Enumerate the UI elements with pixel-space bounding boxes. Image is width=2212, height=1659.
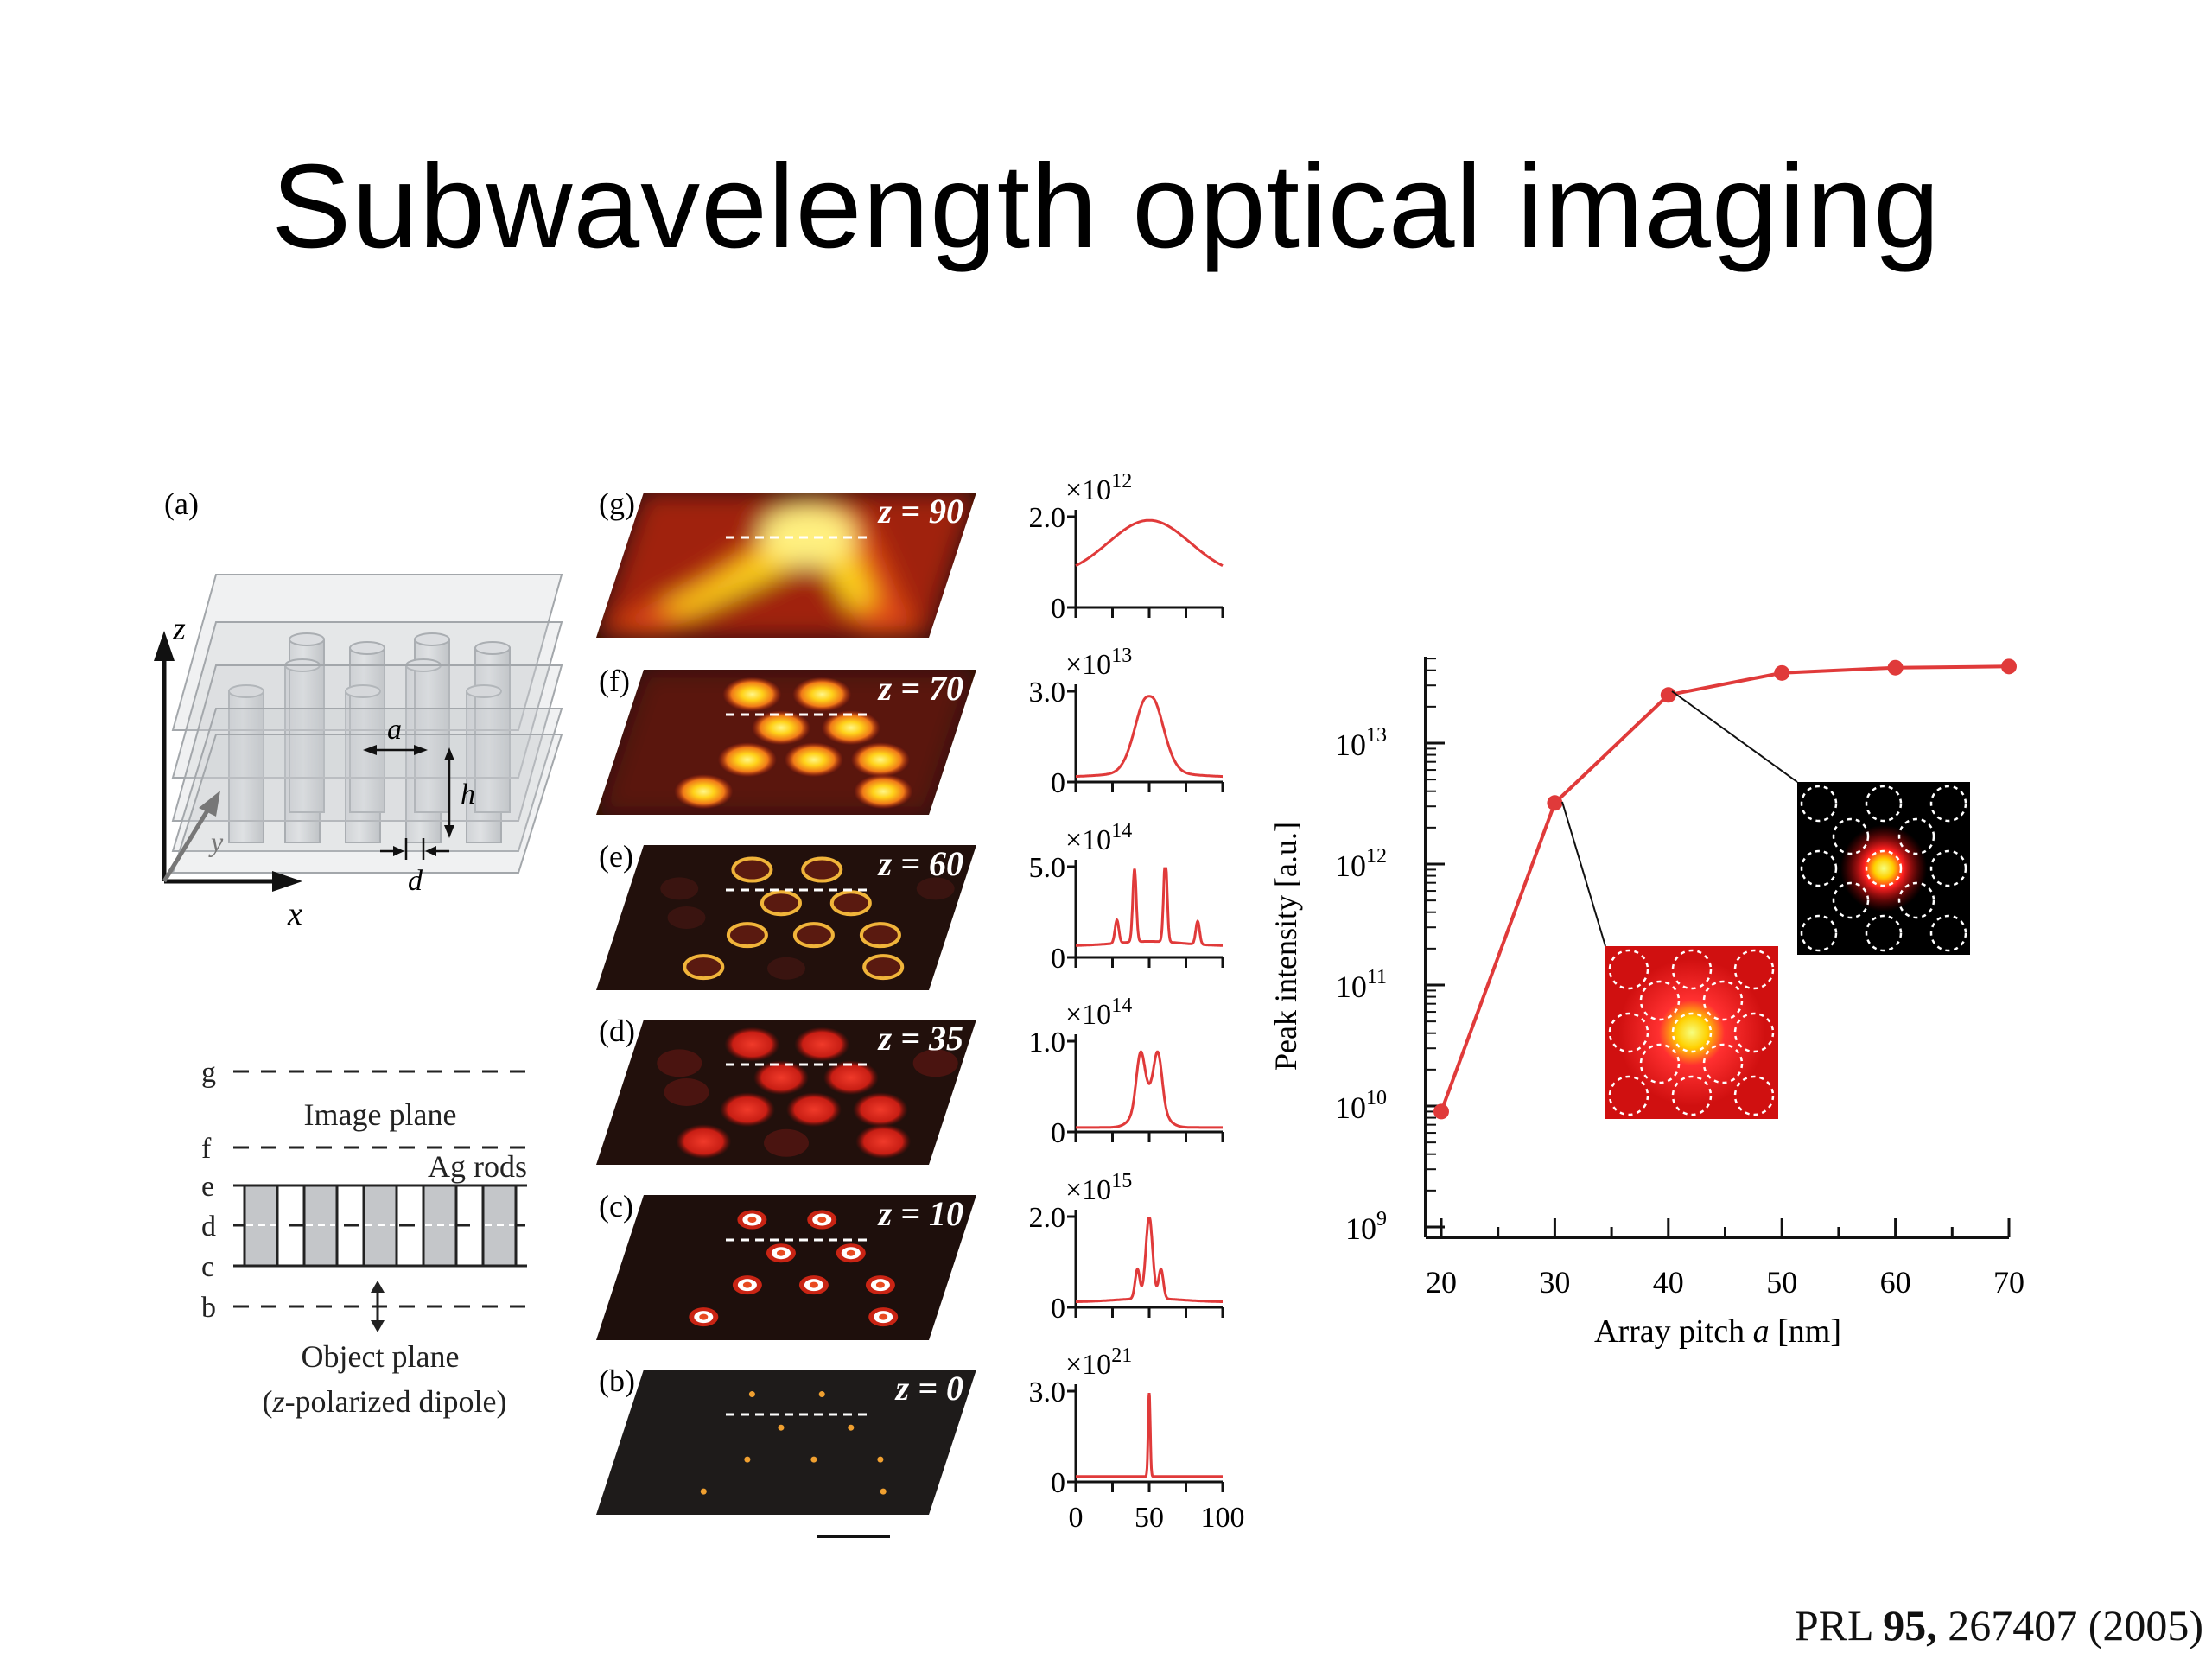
map-label-g: (g) bbox=[599, 486, 635, 521]
map-label-d: (d) bbox=[599, 1014, 635, 1048]
profile-scale-label: ×1014 bbox=[1065, 820, 1132, 856]
object-plane-label: Object plane bbox=[302, 1339, 460, 1374]
series-line bbox=[1440, 664, 2010, 1113]
y-tick-label: 109 bbox=[1345, 1208, 1387, 1246]
panel-a-3d-sketch: (a) bbox=[154, 486, 563, 932]
profile-plot-c: 2.0 0 ×1015 bbox=[1029, 1170, 1224, 1325]
profile-xtick-label: 50 bbox=[1135, 1502, 1164, 1534]
profile-xtick-label: 0 bbox=[1069, 1502, 1084, 1534]
profile-ymax-label: 3.0 bbox=[1029, 677, 1066, 709]
x-tick-label: 40 bbox=[1653, 1265, 1684, 1300]
y-tick-label: 1011 bbox=[1336, 966, 1387, 1004]
x-tick-label: 20 bbox=[1426, 1265, 1457, 1300]
level-d: d bbox=[201, 1211, 216, 1243]
profile-ymax-label: 2.0 bbox=[1029, 502, 1066, 534]
field-map-g bbox=[596, 493, 976, 638]
z-label-e: z = 60 bbox=[877, 844, 963, 883]
profile-ymax-label: 2.0 bbox=[1029, 1202, 1066, 1234]
profile-scale-label: ×1012 bbox=[1065, 470, 1132, 506]
x-tick-label: 70 bbox=[1993, 1265, 2024, 1300]
map-label-e: (e) bbox=[599, 839, 633, 874]
x-axis-label: Array pitch a [nm] bbox=[1594, 1313, 1841, 1350]
data-point bbox=[1774, 664, 1790, 681]
level-e: e bbox=[201, 1171, 214, 1203]
axis-y-label: y bbox=[208, 826, 224, 857]
y-tick-label: 1013 bbox=[1335, 724, 1387, 762]
map-label-b: (b) bbox=[599, 1363, 635, 1398]
level-g: g bbox=[201, 1057, 216, 1089]
z-label-f: z = 70 bbox=[877, 669, 963, 708]
profile-scale-label: ×1021 bbox=[1065, 1344, 1132, 1381]
profile-ymin-label: 0 bbox=[1051, 943, 1065, 975]
level-c: c bbox=[201, 1251, 214, 1283]
x-tick-label: 60 bbox=[1880, 1265, 1911, 1300]
peak-intensity-chart: Peak intensity [a.u.] Array pitch a [nm]… bbox=[1268, 657, 2024, 1350]
profile-ymax-label: 3.0 bbox=[1029, 1376, 1066, 1408]
profile-ymin-label: 0 bbox=[1051, 1117, 1065, 1149]
axis-z-label: z bbox=[172, 611, 186, 647]
profile-ymin-label: 0 bbox=[1051, 593, 1065, 625]
data-point bbox=[1547, 795, 1563, 811]
z-label-b: z = 0 bbox=[894, 1369, 963, 1408]
profile-plot-g: 2.0 0 ×1012 bbox=[1029, 470, 1224, 625]
map-label-c: (c) bbox=[599, 1189, 633, 1224]
profile-curve bbox=[1075, 518, 1224, 567]
profile-scale-label: ×1013 bbox=[1065, 645, 1132, 681]
axis-x-label: x bbox=[287, 896, 302, 932]
z-label-d: z = 35 bbox=[877, 1019, 963, 1058]
profile-ymin-label: 0 bbox=[1051, 1467, 1065, 1499]
dim-d-label: d bbox=[408, 865, 423, 897]
ag-rods-label: Ag rods bbox=[428, 1149, 527, 1184]
data-point bbox=[2001, 658, 2017, 675]
profile-ymax-label: 5.0 bbox=[1029, 852, 1066, 884]
inset-pitch-40 bbox=[1671, 690, 1970, 955]
dim-a-label: a bbox=[387, 714, 402, 746]
y-tick-label: 1012 bbox=[1335, 845, 1387, 883]
slide-title: Subwavelength optical imaging bbox=[271, 140, 1941, 273]
inset-pitch-30 bbox=[1561, 801, 1778, 1119]
y-axis-label: Peak intensity [a.u.] bbox=[1268, 822, 1303, 1071]
data-point bbox=[1887, 659, 1904, 676]
profile-plot-b: 3.0 0 ×1021 bbox=[1029, 1344, 1224, 1499]
y-tick-label: 1010 bbox=[1335, 1087, 1387, 1125]
profile-curve bbox=[1076, 1392, 1223, 1478]
profile-ymax-label: 1.0 bbox=[1029, 1027, 1066, 1058]
x-tick-label: 30 bbox=[1539, 1265, 1570, 1300]
field-map-b bbox=[596, 1370, 976, 1515]
rod-schematic: g f e d c b Image plane Ag rods Object p… bbox=[201, 1057, 527, 1419]
dim-h-label: h bbox=[461, 779, 475, 810]
profile-scale-label: ×1015 bbox=[1065, 1170, 1132, 1206]
profile-curve bbox=[1076, 867, 1223, 947]
profile-curve bbox=[1076, 1217, 1223, 1303]
image-plane-label: Image plane bbox=[304, 1097, 457, 1132]
panel-a-label: (a) bbox=[164, 486, 199, 521]
profile-curve bbox=[1076, 695, 1223, 779]
profile-plot-f: 3.0 0 ×1013 bbox=[1029, 645, 1224, 799]
field-map-c bbox=[596, 1195, 976, 1340]
field-map-column bbox=[596, 493, 976, 1538]
x-tick-label: 50 bbox=[1766, 1265, 1797, 1300]
profile-scale-label: ×1014 bbox=[1065, 995, 1132, 1031]
map-label-f: (f) bbox=[599, 664, 630, 698]
z-label-g: z = 90 bbox=[877, 492, 963, 531]
z-label-c: z = 10 bbox=[877, 1194, 963, 1233]
citation: PRL 95, 267407 (2005) bbox=[1794, 1601, 2203, 1649]
profile-ymin-label: 0 bbox=[1051, 767, 1065, 799]
data-point bbox=[1660, 687, 1676, 703]
profile-plot-d: 1.0 0 ×1014 bbox=[1029, 995, 1224, 1149]
profile-xtick-label: 100 bbox=[1201, 1502, 1245, 1534]
data-point bbox=[1433, 1103, 1449, 1120]
profile-column: 2.00×10123.00×10135.00×10141.00×10142.00… bbox=[1029, 470, 1245, 1534]
profile-curve bbox=[1076, 1050, 1223, 1129]
profile-plot-e: 5.0 0 ×1014 bbox=[1029, 820, 1224, 975]
dipole-label: (z-polarized dipole) bbox=[263, 1384, 507, 1419]
level-b: b bbox=[201, 1292, 216, 1324]
profile-ymin-label: 0 bbox=[1051, 1293, 1065, 1325]
level-f: f bbox=[201, 1133, 212, 1165]
